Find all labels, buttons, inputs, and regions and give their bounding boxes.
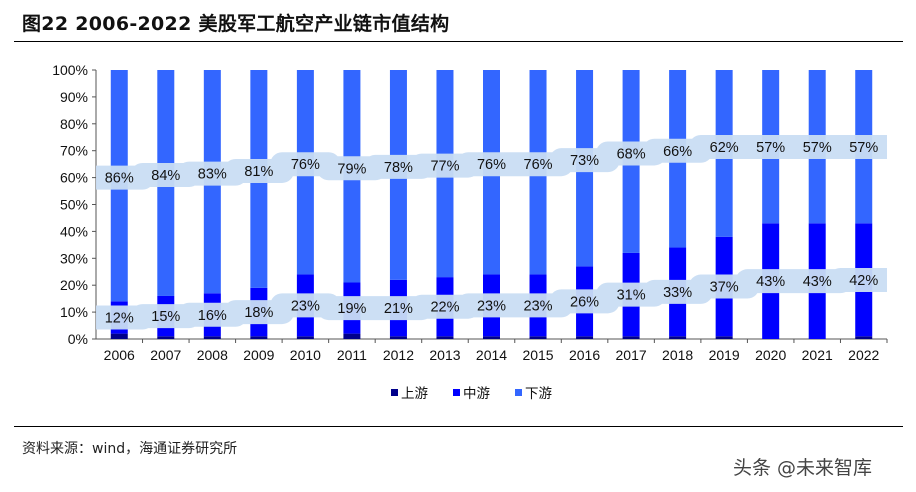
watermark: 头条 @未来智库: [733, 457, 873, 479]
x-tick-label: 2017: [616, 347, 647, 363]
y-tick-label: 100%: [52, 62, 88, 78]
x-tick-label: 2009: [243, 347, 274, 363]
bar-upstream-2018: [669, 336, 687, 339]
data-label-midstream: 16%: [198, 308, 227, 324]
x-tick-label: 2013: [429, 347, 460, 363]
data-label-downstream: 57%: [803, 140, 832, 156]
y-tick-label: 20%: [60, 277, 88, 293]
bar-upstream-2013: [436, 336, 454, 339]
y-tick-label: 40%: [60, 223, 88, 239]
bar-upstream-2011: [343, 333, 361, 339]
y-tick-label: 10%: [60, 304, 88, 320]
legend-label-midstream: 中游: [463, 386, 490, 401]
data-label-midstream: 23%: [524, 298, 553, 314]
legend-swatch-upstream: [391, 389, 398, 396]
data-label-downstream: 57%: [756, 140, 785, 156]
data-label-midstream: 18%: [244, 305, 273, 321]
y-tick-label: 80%: [60, 116, 88, 132]
downstream-label-band: [96, 135, 887, 190]
bar-upstream-2016: [576, 336, 594, 339]
x-tick-label: 2011: [337, 347, 367, 363]
x-tick-label: 2007: [150, 347, 181, 363]
x-tick-label: 2019: [709, 347, 740, 363]
x-tick-label: 2012: [383, 347, 414, 363]
data-label-midstream: 37%: [710, 280, 739, 296]
data-label-midstream: 43%: [756, 274, 785, 290]
bar-upstream-2022: [855, 336, 873, 339]
data-label-downstream: 57%: [849, 140, 878, 156]
data-label-midstream: 15%: [151, 309, 180, 325]
x-tick-label: 2006: [104, 347, 135, 363]
data-label-midstream: 23%: [477, 298, 506, 314]
x-tick-label: 2015: [522, 347, 553, 363]
chart-title: 图22 2006-2022 美股军工航空产业链市值结构: [22, 13, 450, 35]
y-tick-label: 60%: [60, 170, 88, 186]
x-tick-label: 2021: [802, 347, 833, 363]
legend-label-upstream: 上游: [401, 386, 428, 401]
stacked-bar-chart: 0% 10% 20% 30% 40% 50% 60% 70% 80% 90% 100% 2006 200…: [52, 62, 888, 401]
bar-upstream-2006: [110, 333, 128, 339]
bar-upstream-2019: [715, 336, 733, 339]
data-label-midstream: 23%: [291, 298, 320, 314]
data-label-downstream: 84%: [151, 168, 180, 184]
y-tick-label: 50%: [60, 197, 88, 213]
bar-upstream-2017: [622, 336, 640, 339]
x-tick-label: 2014: [476, 347, 507, 363]
bar-upstream-2008: [203, 336, 221, 339]
midstream-label-band: [96, 268, 887, 330]
source-note: 资料来源：wind，海通证券研究所: [22, 441, 238, 457]
bar-upstream-2014: [483, 336, 500, 339]
data-label-midstream: 26%: [570, 294, 599, 310]
bar-upstream-2007: [157, 336, 175, 339]
data-label-downstream: 78%: [384, 160, 413, 176]
data-label-downstream: 76%: [524, 157, 553, 173]
data-label-downstream: 73%: [570, 153, 599, 169]
x-tick-label: 2022: [848, 347, 879, 363]
legend-swatch-midstream: [453, 389, 460, 396]
y-tick-label: 70%: [60, 143, 88, 159]
data-label-downstream: 68%: [617, 146, 646, 162]
data-label-downstream: 76%: [477, 157, 506, 173]
legend-label-downstream: 下游: [525, 386, 552, 401]
data-label-midstream: 43%: [803, 274, 832, 290]
data-label-midstream: 33%: [663, 285, 692, 301]
data-label-midstream: 12%: [105, 310, 134, 326]
x-tick-label: 2010: [290, 347, 321, 363]
data-label-downstream: 66%: [663, 144, 692, 160]
data-label-midstream: 31%: [617, 288, 646, 304]
data-label-downstream: 81%: [244, 164, 273, 180]
title-divider: [14, 41, 903, 42]
bar-upstream-2010: [296, 336, 314, 339]
bar-upstream-2012: [389, 336, 407, 339]
data-label-downstream: 62%: [710, 140, 739, 156]
data-label-midstream: 22%: [430, 300, 459, 316]
data-label-downstream: 77%: [430, 159, 459, 175]
data-label-midstream: 42%: [849, 273, 878, 289]
data-label-midstream: 19%: [337, 301, 366, 317]
bar-upstream-2009: [250, 336, 268, 339]
data-label-downstream: 83%: [198, 167, 227, 183]
x-tick-label: 2008: [197, 347, 228, 363]
y-tick-label: 30%: [60, 250, 88, 266]
data-label-midstream: 21%: [384, 301, 413, 317]
source-divider: [14, 426, 903, 427]
bar-upstream-2015: [529, 336, 547, 339]
data-label-downstream: 76%: [291, 157, 320, 173]
x-tick-label: 2016: [569, 347, 600, 363]
x-tick-label: 2018: [662, 347, 693, 363]
x-tick-label: 2020: [755, 347, 786, 363]
data-label-downstream: 79%: [337, 161, 366, 177]
y-tick-label: 0%: [68, 331, 88, 347]
y-tick-label: 90%: [60, 89, 88, 105]
legend-swatch-downstream: [515, 389, 522, 396]
data-label-downstream: 86%: [105, 171, 134, 187]
